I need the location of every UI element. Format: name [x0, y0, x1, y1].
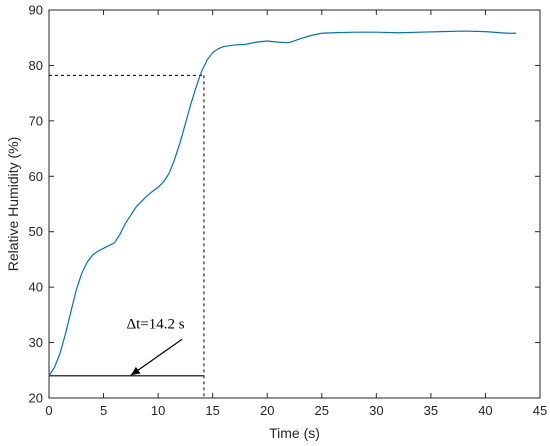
x-tick-label: 10: [151, 403, 165, 418]
humidity-series-line: [48, 30, 516, 377]
plot-area-frame: [48, 9, 541, 399]
x-tick-label: 40: [478, 403, 492, 418]
y-tick-label: 40: [29, 280, 43, 295]
delta-t-label: Δt=14.2 s: [126, 317, 184, 333]
x-tick-label: 15: [205, 403, 219, 418]
x-tick-label: 45: [533, 403, 547, 418]
y-axis-label: Relative Humidity (%): [5, 137, 21, 272]
x-tick-label: 5: [100, 403, 107, 418]
y-tick-label: 90: [29, 3, 43, 18]
y-tick-label: 20: [29, 391, 43, 406]
delta-t-arrow-head: [130, 366, 141, 376]
y-tick-label: 50: [29, 224, 43, 239]
y-axis-ticks: 20 30 40 50 60 70 80 90: [29, 3, 540, 406]
x-axis-ticks: 0 5 10 15 20 25 30 35 40 45: [45, 10, 547, 418]
x-tick-label: 30: [369, 403, 383, 418]
x-tick-label: 20: [260, 403, 274, 418]
y-tick-label: 80: [29, 58, 43, 73]
x-tick-label: 0: [45, 403, 52, 418]
x-tick-label: 25: [315, 403, 329, 418]
y-tick-label: 70: [29, 113, 43, 128]
x-axis-label: Time (s): [269, 425, 320, 441]
y-tick-label: 30: [29, 335, 43, 350]
delta-t-arrow-shaft: [130, 338, 183, 376]
y-tick-label: 60: [29, 169, 43, 184]
x-tick-label: 35: [424, 403, 438, 418]
annotation-layer: Δt=14.2 s: [49, 74, 205, 398]
